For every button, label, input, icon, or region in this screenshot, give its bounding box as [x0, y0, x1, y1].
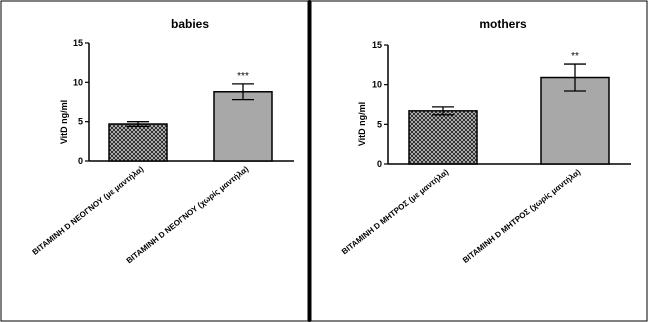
mothers-bar — [408, 110, 478, 165]
babies-y-tick-label: 0 — [78, 156, 83, 166]
mothers-y-tick-label: 15 — [372, 40, 382, 50]
mothers-y-axis-label: VitD ng/ml — [357, 102, 367, 146]
babies-y-tick-label: 10 — [73, 77, 83, 87]
babies-y-tick-label: 15 — [73, 38, 83, 48]
mothers-y-tick-label: 10 — [372, 80, 382, 90]
mothers-category-label: ΒΙΤΑΜΙΝΗ D ΜΗΤΡΟΣ (με μαντήλα) — [340, 167, 451, 256]
babies-category-label: ΒΙΤΑΜΙΝΗ D ΝΕΟΓΝΟΥ (χωρίς μαντήλα) — [125, 164, 251, 265]
babies-panel-frame — [0, 0, 309, 322]
babies-significance-mark: *** — [237, 71, 249, 82]
mothers-category-label: ΒΙΤΑΜΙΝΗ D ΜΗΤΡΟΣ (χωρίς μαντήλα) — [461, 167, 582, 265]
mothers-significance-mark: ** — [571, 51, 579, 62]
babies-y-axis-label: VitD ng/ml — [59, 100, 69, 144]
babies-chart-title: babies — [171, 17, 209, 31]
babies-bar — [108, 123, 168, 162]
mothers-chart-title: mothers — [479, 17, 527, 31]
mothers-panel-frame — [310, 0, 648, 322]
babies-chart: babies VitD ng/ml 0 5 10 15 ΒΙΤΑΜΙΝΗ D ΝΕΟΓΝ… — [31, 17, 294, 265]
mothers-chart: mothers VitD ng/ml 0 5 10 15 ΒΙΤΑΜΙΝΗ D ΜΗΤΡ… — [340, 17, 631, 265]
mothers-bar — [540, 76, 610, 165]
mothers-y-tick-label: 0 — [377, 159, 382, 169]
babies-y-tick-label: 5 — [78, 117, 83, 127]
babies-bar — [213, 91, 273, 162]
mothers-y-tick-label: 5 — [377, 119, 382, 129]
babies-category-label: ΒΙΤΑΜΙΝΗ D ΝΕΟΓΝΟΥ (με μαντήλα) — [31, 164, 146, 257]
